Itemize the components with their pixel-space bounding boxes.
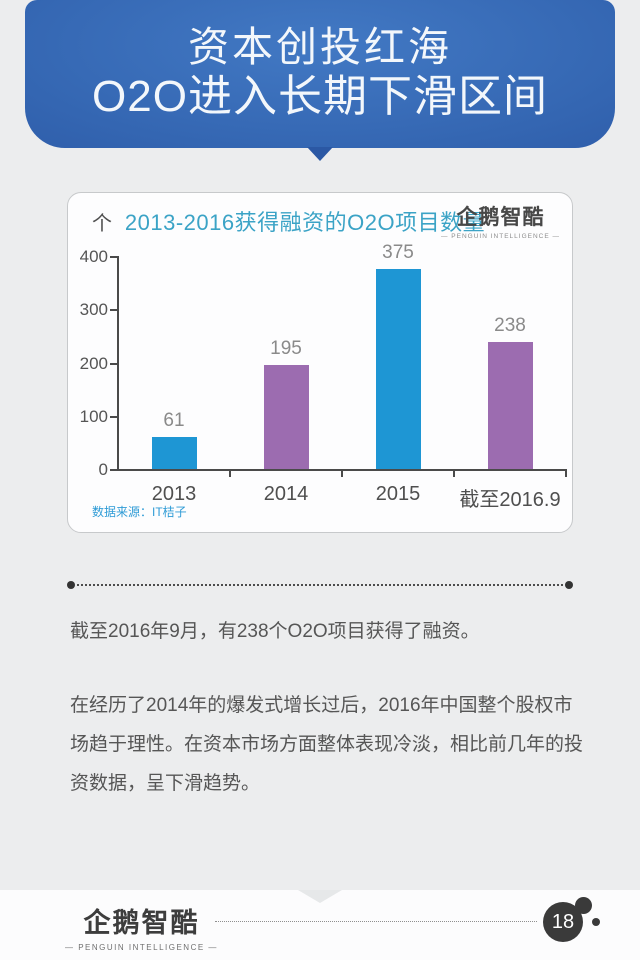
x-axis-category-label: 2015: [375, 483, 421, 505]
x-axis-category-label: 截至2016.9: [459, 489, 561, 511]
banner-pointer-notch: [307, 147, 333, 161]
bar-chart-plot: 0 100 200 300 400 61 2013 195 2014 375 2015 238 截至20…: [68, 193, 572, 532]
chart-bar: [375, 269, 421, 469]
footer-pointer-notch: [298, 890, 342, 903]
page-number-circle: 18: [543, 902, 583, 942]
bar-value-label: 61: [163, 409, 185, 431]
badge-medium-circle: [575, 897, 592, 914]
data-source-note: 数据来源：IT桔子: [92, 505, 187, 519]
y-axis-tick-label: 400: [79, 247, 108, 266]
y-axis-tick: [110, 362, 118, 365]
y-axis-tick: [110, 469, 118, 471]
y-axis-line: [117, 256, 119, 471]
y-axis-unit-label: 个: [92, 213, 112, 235]
x-axis-tick: [565, 469, 567, 477]
bar-value-label: 195: [270, 338, 302, 360]
x-axis-tick: [341, 469, 343, 477]
footer: 企鹅智酷 — PENGUIN INTELLIGENCE —: [0, 890, 640, 960]
footer-logo-subtext: — PENGUIN INTELLIGENCE —: [65, 943, 218, 952]
x-axis-category-label: 2013: [151, 483, 197, 505]
y-axis-tick-label: 300: [79, 300, 108, 320]
footer-penguin-intelligence-logo: 企鹅智酷 — PENGUIN INTELLIGENCE —: [65, 901, 218, 952]
banner-title-line2: O2O进入长期下滑区间: [92, 72, 548, 122]
x-axis-tick: [453, 469, 455, 477]
page-number-badge: 18: [543, 897, 603, 945]
y-axis-tick-label: 200: [79, 353, 108, 373]
logo-subtext: — PENGUIN INTELLIGENCE —: [441, 233, 560, 240]
penguin-intelligence-logo: 企鹅智酷 — PENGUIN INTELLIGENCE —: [441, 201, 560, 240]
header-banner: 资本创投红海 O2O进入长期下滑区间: [25, 0, 615, 148]
paragraph-summary: 截至2016年9月，有238个O2O项目获得了融资。: [70, 621, 480, 642]
footer-logo-text: 企鹅智酷: [83, 908, 200, 938]
chart-bar: [263, 365, 309, 469]
bar-value-label: 375: [382, 242, 414, 264]
paragraph-analysis: 在经历了2014年的爆发式增长过后，2016年中国整个股权市场趋于理性。在资本市…: [70, 695, 584, 794]
chart-bar: [487, 342, 533, 469]
y-axis-tick-label: 100: [79, 406, 108, 426]
y-axis-tick: [110, 415, 118, 418]
badge-small-dot: [592, 918, 600, 926]
logo-text: 企鹅智酷: [456, 206, 545, 229]
divider-dot-right: [565, 581, 573, 589]
footer-dotted-line: [215, 921, 537, 922]
banner-title-line1: 资本创投红海: [188, 24, 452, 71]
y-axis-tick-label: 0: [98, 460, 108, 479]
section-divider: [67, 581, 573, 589]
chart-title: 2013-2016获得融资的O2O项目数量: [124, 210, 486, 235]
chart-card: 个 2013-2016获得融资的O2O项目数量 企鹅智酷 — PENGUIN I…: [67, 192, 573, 533]
y-axis-tick: [110, 309, 118, 312]
x-axis-category-label: 2014: [263, 483, 309, 505]
chart-bar: [151, 436, 197, 469]
bar-value-label: 238: [494, 315, 526, 337]
divider-dot-left: [67, 581, 75, 589]
x-axis-tick: [229, 469, 231, 477]
y-axis-tick: [110, 256, 118, 258]
divider-dotted-line: [77, 584, 563, 586]
